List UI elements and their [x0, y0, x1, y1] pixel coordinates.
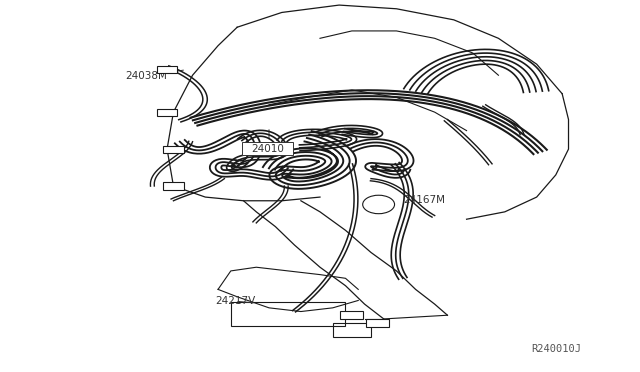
Bar	[333, 323, 371, 337]
FancyBboxPatch shape	[243, 142, 292, 155]
Text: R240010J: R240010J	[531, 344, 581, 354]
Bar	[366, 319, 389, 327]
Bar	[157, 109, 177, 116]
Text: 24217V: 24217V	[215, 296, 255, 306]
Bar	[163, 145, 184, 153]
Text: 24010: 24010	[252, 144, 284, 154]
Bar	[163, 182, 184, 190]
Text: 24167M: 24167M	[403, 195, 445, 205]
Bar	[340, 311, 364, 319]
Bar	[157, 66, 177, 73]
Text: 24038M: 24038M	[125, 70, 184, 81]
